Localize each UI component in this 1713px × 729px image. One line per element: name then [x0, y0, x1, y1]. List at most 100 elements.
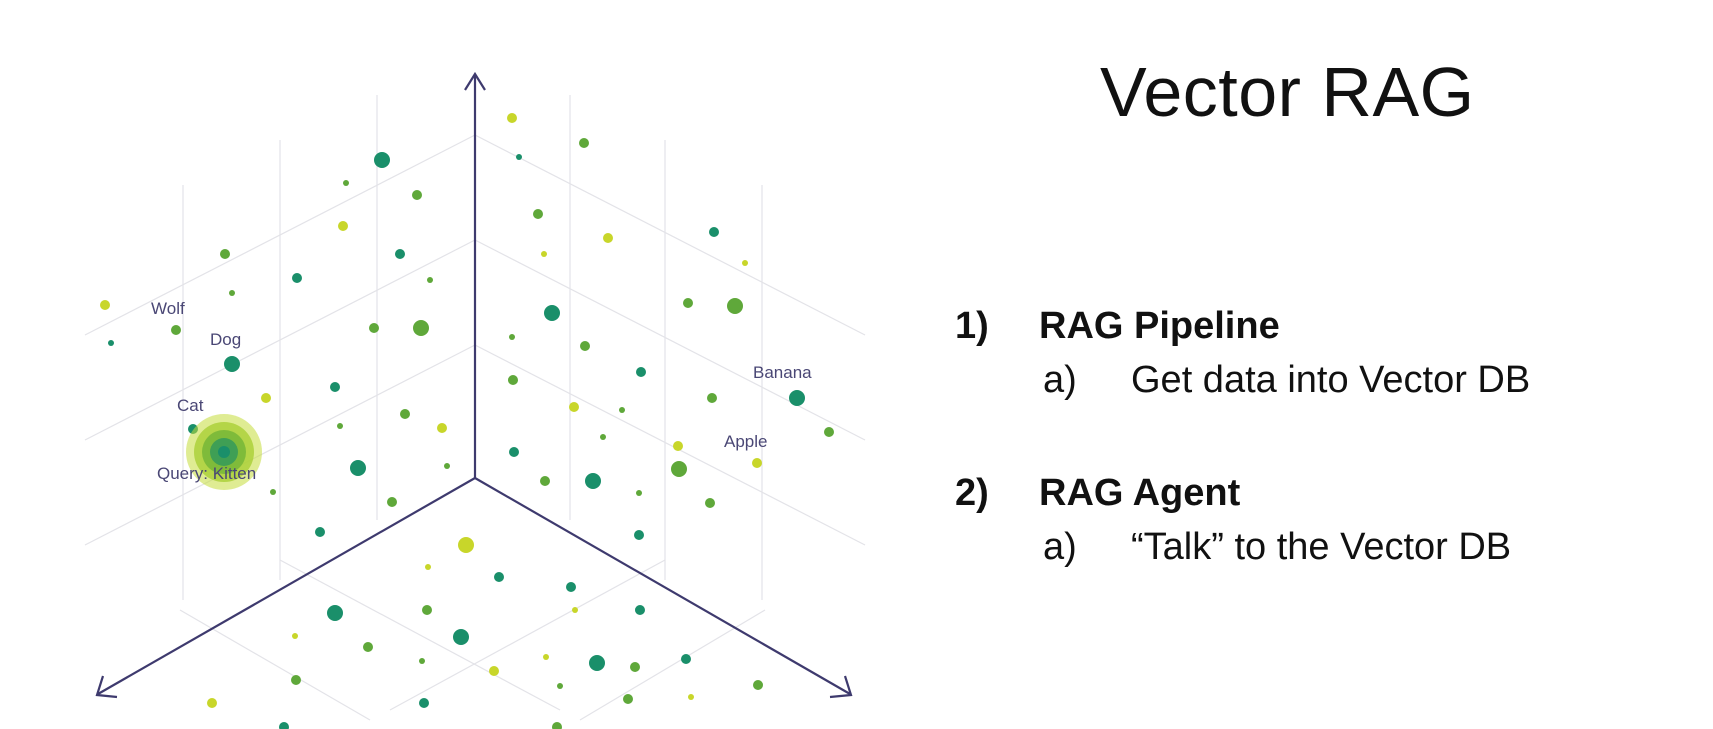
embedding-dot: [552, 722, 562, 729]
agenda-sub-text: “Talk” to the Vector DB: [1131, 526, 1512, 568]
embedding-dot: [572, 607, 578, 613]
embedding-dot: [540, 476, 550, 486]
embedding-dot: [315, 527, 325, 537]
embedding-dot: [636, 367, 646, 377]
embedding-dot: [458, 537, 474, 553]
embedding-dot: [705, 498, 715, 508]
agenda-heading: RAG Agent: [1039, 472, 1241, 514]
embedding-dot: [683, 298, 693, 308]
embedding-dot: [507, 113, 517, 123]
embedding-dot: [636, 490, 642, 496]
agenda-number: 1): [955, 305, 989, 347]
embedding-dot: [369, 323, 379, 333]
label-banana: Banana: [753, 363, 812, 382]
embedding-dot: [509, 447, 519, 457]
embedding-dot: [579, 138, 589, 148]
embedding-dot: [337, 423, 343, 429]
embedding-dot: [824, 427, 834, 437]
embedding-dot: [543, 654, 549, 660]
embedding-dot: [327, 605, 343, 621]
embedding-dot: [671, 461, 687, 477]
embedding-dot: [508, 375, 518, 385]
embedding-dot: [707, 393, 717, 403]
embedding-dot: [453, 629, 469, 645]
embedding-dot: [509, 334, 515, 340]
embedding-dot: [413, 320, 429, 336]
embedding-dot: [427, 277, 433, 283]
embedding-dot: [338, 221, 348, 231]
embedding-dot: [292, 273, 302, 283]
embedding-dot: [789, 390, 805, 406]
agenda-sub-letter: a): [1043, 526, 1077, 568]
embedding-dot: [229, 290, 235, 296]
embedding-dot: [395, 249, 405, 259]
embedding-dot: [489, 666, 499, 676]
label-query-kitten: Query: Kitten: [157, 464, 256, 483]
label-dog: Dog: [210, 330, 241, 349]
embedding-dot: [207, 698, 217, 708]
agenda-sub-letter: a): [1043, 359, 1077, 401]
embedding-dot: [279, 722, 289, 729]
embedding-dot: [630, 662, 640, 672]
embedding-dot: [422, 605, 432, 615]
embedding-dot: [753, 680, 763, 690]
agenda-heading: RAG Pipeline: [1039, 305, 1280, 347]
embedding-dot: [544, 305, 560, 321]
embedding-dot: [603, 233, 613, 243]
vector-space-diagram: Wolf Dog Cat Query: Kitten Banana Apple: [84, 71, 866, 729]
grid-lines: [84, 95, 866, 721]
embedding-dot: [330, 382, 340, 392]
embedding-dot: [533, 209, 543, 219]
embedding-dot: [343, 180, 349, 186]
embedding-dot: [171, 325, 181, 335]
query-point: [186, 414, 262, 490]
embedding-dot: [261, 393, 271, 403]
embedding-dot: [681, 654, 691, 664]
embedding-dot: [566, 582, 576, 592]
embedding-dot: [619, 407, 625, 413]
embedding-dot: [437, 423, 447, 433]
embedding-dot: [727, 298, 743, 314]
embedding-points: [100, 113, 834, 729]
embedding-dot: [752, 458, 762, 468]
embedding-dot: [419, 658, 425, 664]
slide-title: Vector RAG: [1100, 53, 1475, 131]
label-cat: Cat: [177, 396, 204, 415]
embedding-dot: [709, 227, 719, 237]
embedding-dot: [673, 441, 683, 451]
embedding-dot: [444, 463, 450, 469]
label-apple: Apple: [724, 432, 767, 451]
embedding-dot: [634, 530, 644, 540]
embedding-dot: [363, 642, 373, 652]
embedding-dot: [688, 694, 694, 700]
embedding-dot: [270, 489, 276, 495]
embedding-dot: [585, 473, 601, 489]
embedding-dot: [387, 497, 397, 507]
embedding-dot: [557, 683, 563, 689]
embedding-dot: [350, 460, 366, 476]
agenda-sub-text: Get data into Vector DB: [1131, 359, 1531, 401]
embedding-dot: [291, 675, 301, 685]
embedding-dot: [292, 633, 298, 639]
embedding-dot: [569, 402, 579, 412]
axes: [95, 71, 853, 699]
agenda-number: 2): [955, 472, 989, 514]
embedding-dot: [419, 698, 429, 708]
embedding-dot: [400, 409, 410, 419]
embedding-dot: [220, 249, 230, 259]
embedding-dot: [600, 434, 606, 440]
embedding-dot: [374, 152, 390, 168]
embedding-dot: [589, 655, 605, 671]
embedding-dot: [580, 341, 590, 351]
embedding-dot: [412, 190, 422, 200]
embedding-dot: [425, 564, 431, 570]
embedding-dot: [541, 251, 547, 257]
embedding-dot: [742, 260, 748, 266]
embedding-dot: [623, 694, 633, 704]
embedding-dot: [516, 154, 522, 160]
embedding-dot: [224, 356, 240, 372]
label-wolf: Wolf: [151, 299, 185, 318]
embedding-dot: [100, 300, 110, 310]
embedding-dot: [494, 572, 504, 582]
embedding-dot: [108, 340, 114, 346]
